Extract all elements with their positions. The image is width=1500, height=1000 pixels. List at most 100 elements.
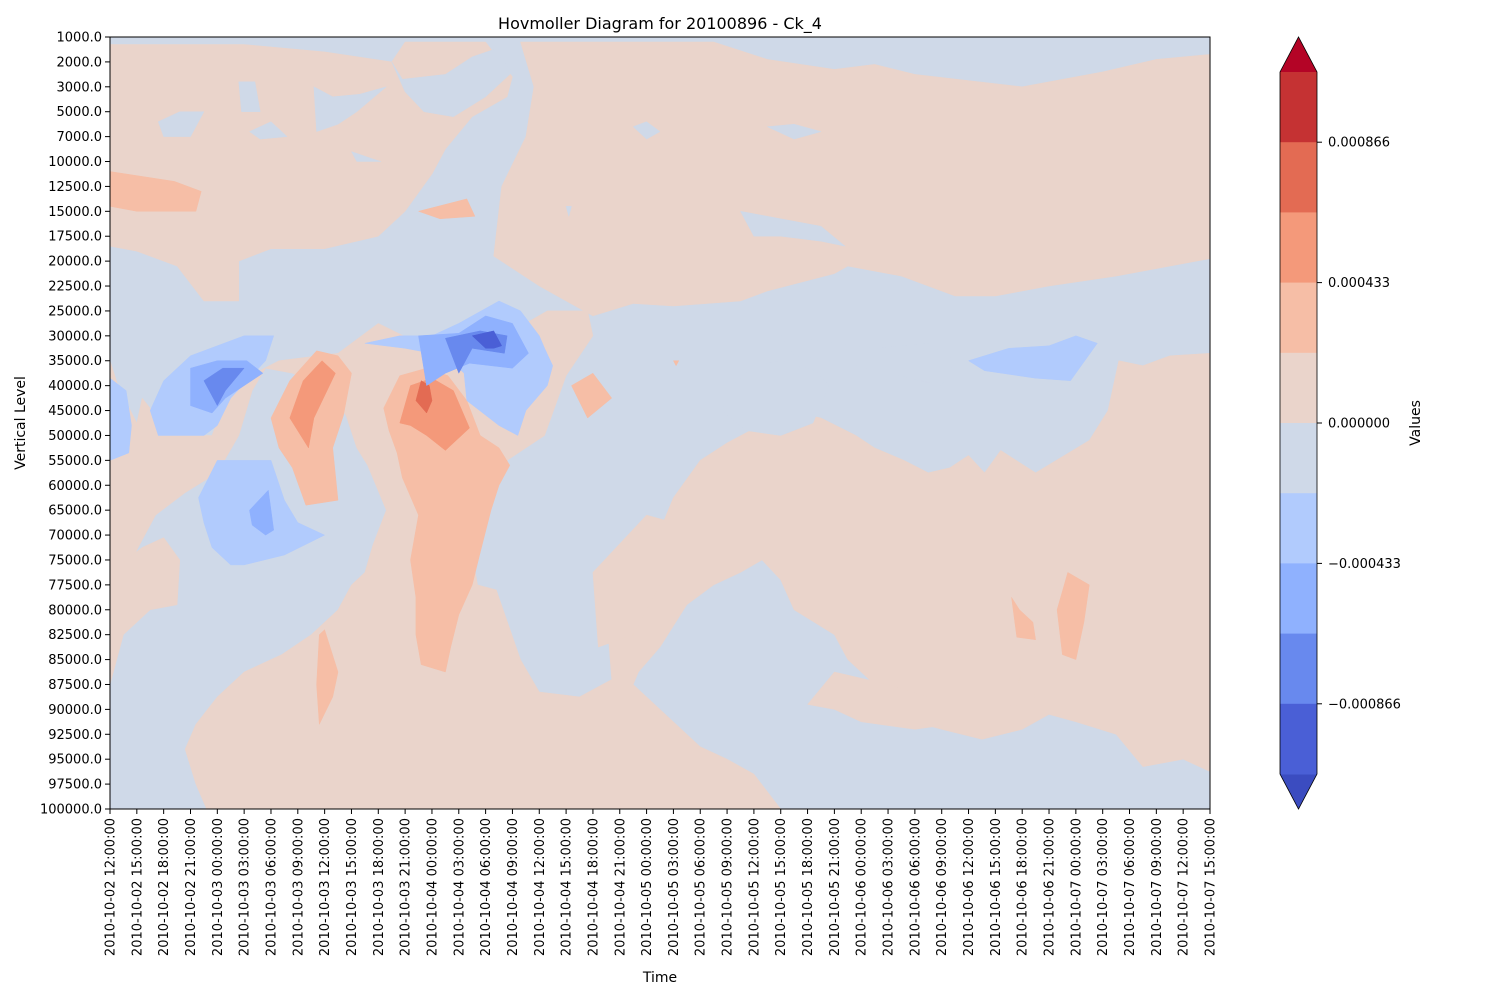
x-tick-label: 2010-10-06 09:00:00 [935, 818, 950, 956]
contour-region [1056, 572, 1090, 660]
contour-region [592, 514, 674, 648]
y-tick-label: 60000.0 [48, 479, 102, 494]
contour-region [158, 111, 205, 137]
contour-region [780, 335, 956, 386]
x-tick-label: 2010-10-03 12:00:00 [318, 818, 333, 956]
y-tick-label: 55000.0 [48, 454, 102, 469]
contour-region [767, 123, 822, 140]
x-tick-label: 2010-10-07 12:00:00 [1177, 818, 1192, 956]
y-axis-label: Vertical Level [13, 376, 29, 470]
y-tick-label: 95000.0 [48, 753, 102, 768]
contour-region [238, 81, 261, 112]
contour-region [1011, 597, 1036, 640]
y-axis: 1000.0 2000.0 3000.0 5000.0 7000.0 10000.0 125… [40, 31, 110, 818]
x-tick-label: 2010-10-06 21:00:00 [1043, 818, 1058, 956]
x-tick-label: 2010-10-05 06:00:00 [694, 818, 709, 956]
contour-region [418, 315, 529, 386]
colorbar-tick-label: 0.000433 [1328, 276, 1390, 291]
y-tick-label: 70000.0 [48, 529, 102, 544]
contour-region [673, 360, 680, 366]
y-tick-label: 40000.0 [48, 379, 102, 394]
x-tick-label: 2010-10-02 12:00:00 [104, 818, 119, 956]
y-tick-label: 100000.0 [40, 803, 102, 818]
y-tick-label: 2000.0 [57, 55, 103, 70]
y-tick-label: 12500.0 [48, 180, 102, 195]
x-tick-label: 2010-10-05 03:00:00 [667, 818, 682, 956]
x-tick-label: 2010-10-03 15:00:00 [345, 818, 360, 956]
y-tick-label: 75000.0 [48, 553, 102, 568]
y-tick-label: 35000.0 [48, 354, 102, 369]
x-tick-label: 2010-10-05 12:00:00 [747, 818, 762, 956]
y-tick-label: 97500.0 [48, 778, 102, 793]
y-tick-label: 17500.0 [48, 230, 102, 245]
colorbar-outline [1279, 36, 1318, 810]
colorbar-band [1280, 212, 1317, 284]
y-tick-label: 85000.0 [48, 653, 102, 668]
contour-region [493, 41, 1211, 317]
contour-region [740, 211, 846, 247]
x-tick-label: 2010-10-03 21:00:00 [399, 818, 414, 956]
x-tick-label: 2010-10-03 03:00:00 [238, 818, 253, 956]
colorbar-band [1280, 423, 1317, 494]
x-tick-label: 2010-10-05 21:00:00 [828, 818, 843, 956]
contour-region [571, 372, 612, 419]
x-tick-label: 2010-10-06 18:00:00 [1016, 818, 1031, 956]
contour-region [1008, 671, 1036, 710]
y-tick-label: 90000.0 [48, 703, 102, 718]
colorbar-band [1280, 72, 1317, 143]
y-tick-label: 50000.0 [48, 429, 102, 444]
contour-region [807, 671, 969, 730]
colorbar-band [1280, 352, 1317, 424]
contour-region [313, 86, 387, 132]
x-axis: 2010-10-02 12:00:00 2010-10-02 15:00:00 20… [104, 809, 1219, 956]
contour-region [383, 367, 511, 673]
contour-region [289, 360, 336, 449]
contour-region [418, 198, 476, 220]
colorbar-band [1280, 563, 1317, 635]
y-tick-label: 20000.0 [48, 255, 102, 270]
colorbar-extend-min [1280, 774, 1317, 809]
x-tick-label: 2010-10-04 15:00:00 [560, 818, 575, 956]
x-tick-label: 2010-10-04 03:00:00 [452, 818, 467, 956]
colorbar-band [1280, 703, 1317, 775]
contour-region [351, 151, 382, 162]
x-tick-label: 2010-10-04 06:00:00 [479, 818, 494, 956]
contour-region [109, 537, 181, 685]
colorbar-label: Values [1408, 400, 1424, 446]
x-tick-label: 2010-10-07 06:00:00 [1123, 818, 1138, 956]
x-tick-label: 2010-10-05 09:00:00 [721, 818, 736, 956]
colorbar: 0.000866 0.000433 0.000000 −0.000433 −0.0008… [1279, 36, 1401, 810]
y-tick-label: 7000.0 [57, 130, 103, 145]
colorbar-tick-label: −0.000866 [1328, 697, 1401, 712]
x-tick-label: 2010-10-06 06:00:00 [908, 818, 923, 956]
colorbar-band [1280, 493, 1317, 564]
x-tick-label: 2010-10-05 18:00:00 [801, 818, 816, 956]
contour-region [721, 360, 830, 436]
y-tick-label: 80000.0 [48, 603, 102, 618]
contour-region [415, 380, 433, 414]
y-tick-label: 45000.0 [48, 404, 102, 419]
colorbar-band [1280, 142, 1317, 213]
x-tick-label: 2010-10-02 21:00:00 [184, 818, 199, 956]
x-tick-label: 2010-10-03 09:00:00 [291, 818, 306, 956]
contour-region [203, 367, 245, 406]
x-tick-label: 2010-10-04 09:00:00 [506, 818, 521, 956]
y-tick-label: 65000.0 [48, 504, 102, 519]
x-tick-label: 2010-10-06 00:00:00 [855, 818, 870, 956]
contour-region [632, 121, 661, 140]
y-tick-label: 15000.0 [48, 205, 102, 220]
contour-region [968, 335, 1098, 381]
x-tick-label: 2010-10-03 06:00:00 [264, 818, 279, 956]
colorbar-tick-label: 0.000866 [1328, 136, 1390, 151]
y-tick-label: 77500.0 [48, 578, 102, 593]
x-tick-label: 2010-10-05 15:00:00 [774, 818, 789, 956]
x-tick-label: 2010-10-03 00:00:00 [211, 818, 226, 956]
x-tick-label: 2010-10-07 00:00:00 [1069, 818, 1084, 956]
contour-region [109, 41, 513, 302]
colorbar-tick-label: 0.000000 [1328, 417, 1390, 432]
contour-fill [109, 41, 1211, 810]
x-tick-label: 2010-10-04 21:00:00 [613, 818, 628, 956]
contour-region [391, 49, 513, 117]
y-tick-label: 92500.0 [48, 728, 102, 743]
